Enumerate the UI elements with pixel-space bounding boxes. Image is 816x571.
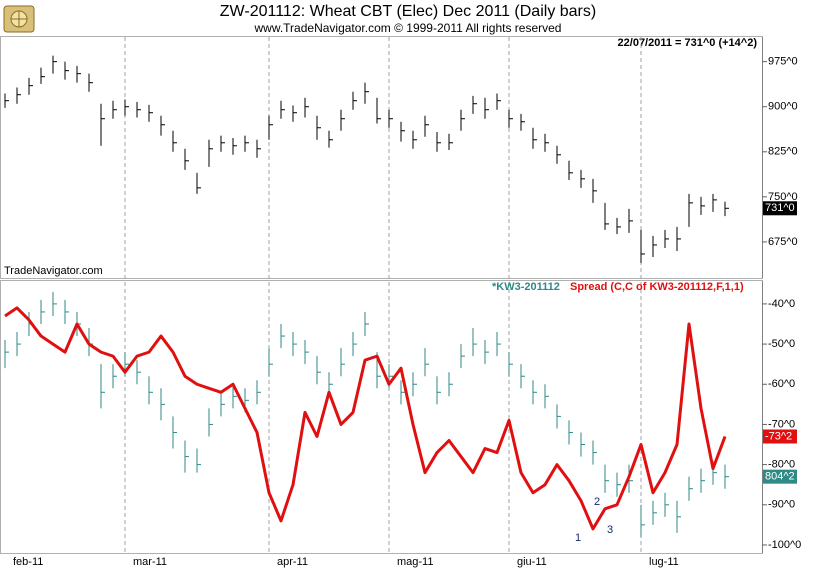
legend-entry: *KW3-201112 bbox=[492, 281, 560, 293]
spread-line bbox=[4, 306, 727, 531]
last-value-label: 731^0 bbox=[765, 202, 795, 214]
x-tick-label: giu-11 bbox=[517, 556, 547, 568]
y-tick-label: 900^0 bbox=[768, 101, 798, 113]
x-tick-label: lug-11 bbox=[649, 556, 679, 568]
last-value-label: 804^2 bbox=[765, 471, 795, 483]
y-tick-label: -80^0 bbox=[768, 459, 795, 471]
header-info: 22/07/2011 = 731^0 (+14^2) bbox=[618, 37, 758, 49]
y-tick-label: -90^0 bbox=[768, 499, 795, 511]
y-tick-label: 675^0 bbox=[768, 236, 798, 248]
y-tick-label: 825^0 bbox=[768, 146, 798, 158]
y-tick-label: -50^0 bbox=[768, 338, 795, 350]
last-value-badge bbox=[763, 201, 797, 216]
annotation: 1 bbox=[575, 532, 581, 544]
logo bbox=[3, 5, 35, 33]
y-tick-label: 750^0 bbox=[768, 191, 798, 203]
watermark: TradeNavigator.com bbox=[4, 265, 103, 277]
x-tick-label: mag-11 bbox=[397, 556, 433, 568]
x-tick-label: apr-11 bbox=[277, 556, 308, 568]
legend-entry: Spread (C,C of KW3-201112,F,1,1) bbox=[570, 281, 744, 293]
annotation: 2 bbox=[594, 496, 600, 508]
y-tick-label: -60^0 bbox=[768, 378, 795, 390]
last-value-label: -73^2 bbox=[765, 430, 792, 442]
y-tick-label: -40^0 bbox=[768, 298, 795, 310]
chart-title: ZW-201112: Wheat CBT (Elec) Dec 2011 (Da… bbox=[220, 3, 596, 20]
x-tick-label: feb-11 bbox=[13, 556, 43, 568]
annotation: 3 bbox=[607, 524, 613, 536]
y-tick-label: -70^0 bbox=[768, 418, 795, 430]
y-tick-label: -100^0 bbox=[768, 539, 801, 551]
x-tick-label: mar-11 bbox=[133, 556, 167, 568]
last-value-badge bbox=[763, 429, 797, 444]
last-value-badge bbox=[763, 469, 797, 484]
chart-subtitle: www.TradeNavigator.com © 1999-2011 All r… bbox=[254, 21, 562, 35]
y-tick-label: 975^0 bbox=[768, 56, 798, 68]
